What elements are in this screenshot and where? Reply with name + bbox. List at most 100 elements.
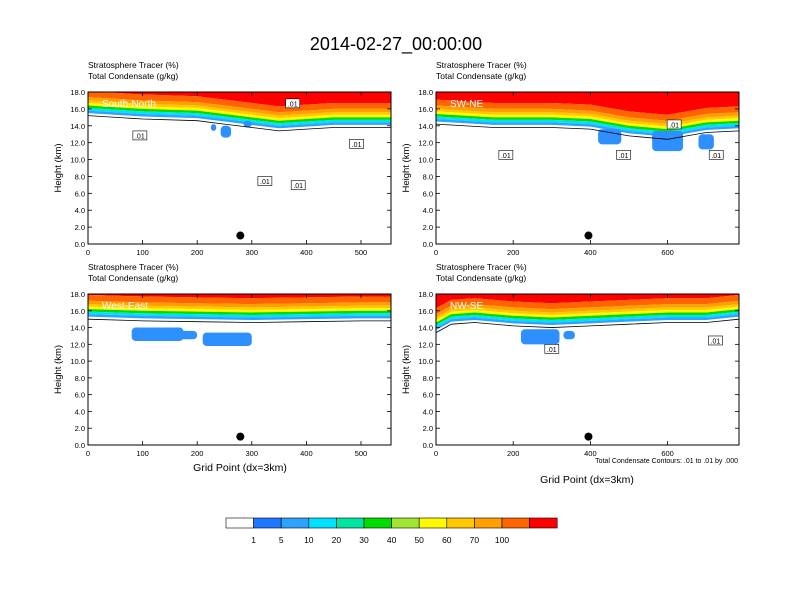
x-tick-label: 400	[300, 248, 313, 257]
x-tick-label: 300	[246, 449, 259, 458]
xaxis-label-bottom-right: Grid Point (dx=3km)	[540, 474, 634, 486]
y-tick-label: 12.0	[418, 340, 433, 349]
tracer-band	[88, 92, 391, 113]
x-tick-label: 300	[246, 248, 259, 257]
x-tick-label: 200	[191, 449, 204, 458]
colorbar-tick-label: 40	[387, 535, 397, 545]
location-marker	[584, 432, 593, 441]
y-tick-label: 4.0	[75, 407, 85, 416]
tracer-band	[88, 311, 391, 318]
condensate-contour	[88, 318, 391, 323]
y-tick-label: 14.0	[418, 324, 433, 333]
x-tick-label: 400	[300, 449, 313, 458]
y-tick-label: 6.0	[423, 189, 433, 198]
tracer-band	[436, 314, 739, 331]
colorbar-tick-label: 5	[279, 535, 284, 545]
colorbar-swatch	[446, 517, 475, 529]
x-tick-label: 400	[584, 248, 597, 257]
x-tick-label: 0	[434, 248, 438, 257]
plot-frame	[87, 293, 392, 446]
yaxis-label: Height (km)	[53, 143, 64, 192]
contour-label: .01	[352, 142, 362, 149]
panel-west-east: 0.0 2.0 4.0 6.0 8.0 10.0 12.0 14.0 16.0 18.0 0 100 2…	[53, 262, 392, 458]
colorbar-tick-label: 20	[332, 535, 342, 545]
tracer-band	[88, 300, 391, 308]
y-tick-label: 14.0	[70, 324, 85, 333]
y-tick-label: 2.0	[75, 424, 85, 433]
y-tick-label: 8.0	[423, 172, 433, 181]
contour-label: .01	[619, 153, 629, 160]
x-tick-label: 400	[584, 449, 597, 458]
tracer-band	[88, 102, 391, 121]
y-tick-label: 0.0	[423, 441, 433, 450]
panel-south-north: .01 .01 .01 .01 .01 0.0 2.0 4.0 6.0 8.0 10.0 12.0 14…	[53, 60, 392, 257]
condensate-contour	[436, 318, 739, 333]
y-tick-label: 4.0	[423, 407, 433, 416]
tracer-band	[436, 108, 739, 127]
tracer-band	[436, 92, 739, 115]
y-tick-label: 2.0	[423, 424, 433, 433]
y-tick-label: 18.0	[70, 290, 85, 299]
panel-sw-ne: .01 .01 .01 .01 0.0 2.0 4.0 6.0 8.0 10.0 12.0 14.0 1…	[401, 60, 740, 257]
condensate-contour	[436, 123, 739, 140]
panel-title-line2: Total Condensate (g/kg)	[88, 273, 178, 283]
tracer-patch	[210, 124, 217, 131]
tracer-band	[436, 119, 739, 137]
tracer-patch	[220, 125, 232, 138]
y-tick-label: 10.0	[70, 156, 85, 165]
tracer-band	[88, 294, 391, 305]
contour-label: .01	[501, 153, 511, 160]
contour-label: .01	[135, 133, 145, 140]
tracer-band	[436, 306, 739, 323]
figure-title: 2014-02-27_00:00:00	[310, 34, 482, 55]
x-tick-label: 500	[355, 248, 368, 257]
y-tick-label: 6.0	[423, 391, 433, 400]
colorbar-swatch	[253, 517, 282, 529]
panel-title-line2: Total Condensate (g/kg)	[88, 71, 178, 81]
tracer-patch	[243, 120, 252, 128]
y-tick-label: 8.0	[75, 374, 85, 383]
colorbar-swatch	[225, 517, 254, 529]
yaxis-label: Height (km)	[401, 345, 412, 394]
panel-title-line1: Stratosphere Tracer (%)	[88, 60, 179, 70]
y-tick-label: 8.0	[75, 172, 85, 181]
colorbar-swatch	[529, 517, 558, 529]
tracer-patch	[598, 129, 622, 145]
tracer-patch	[563, 330, 575, 340]
tracer-band	[436, 105, 739, 125]
panel-title-line2: Total Condensate (g/kg)	[436, 71, 526, 81]
colorbar-swatch	[474, 517, 503, 529]
tracer-patch	[520, 329, 560, 345]
colorbar-tick-label: 70	[470, 535, 480, 545]
plot-frame	[87, 91, 392, 245]
contour-label: .01	[711, 153, 721, 160]
contour-label-box	[290, 180, 306, 191]
y-tick-label: 18.0	[418, 290, 433, 299]
colorbar-swatch	[280, 517, 310, 529]
colorbar-swatch	[418, 517, 448, 529]
y-tick-label: 6.0	[75, 189, 85, 198]
yaxis-label: Height (km)	[401, 143, 412, 192]
contour-label-box	[257, 176, 273, 186]
tracer-patch	[698, 134, 714, 150]
contour-label-box	[132, 130, 148, 141]
y-tick-label: 16.0	[418, 105, 433, 114]
tracer-band	[436, 311, 739, 328]
panel-title-line1: Stratosphere Tracer (%)	[436, 60, 527, 70]
contour-footnote: Total Condensate Contours: .01 to .01 by…	[595, 458, 738, 465]
colorbar-swatch	[501, 517, 530, 529]
tracer-band	[88, 314, 391, 321]
condensate-contour	[88, 115, 391, 132]
panel-title-line1: Stratosphere Tracer (%)	[436, 262, 527, 272]
y-tick-label: 4.0	[423, 206, 433, 215]
x-tick-label: 0	[86, 449, 90, 458]
tracer-patch	[172, 330, 198, 340]
x-tick-label: 200	[507, 449, 520, 458]
contour-label: .01	[260, 179, 270, 186]
tracer-band	[436, 300, 739, 318]
y-tick-label: 12.0	[70, 139, 85, 148]
contour-label: .01	[288, 101, 298, 108]
tracer-band	[88, 108, 391, 126]
tracer-band	[88, 92, 391, 107]
